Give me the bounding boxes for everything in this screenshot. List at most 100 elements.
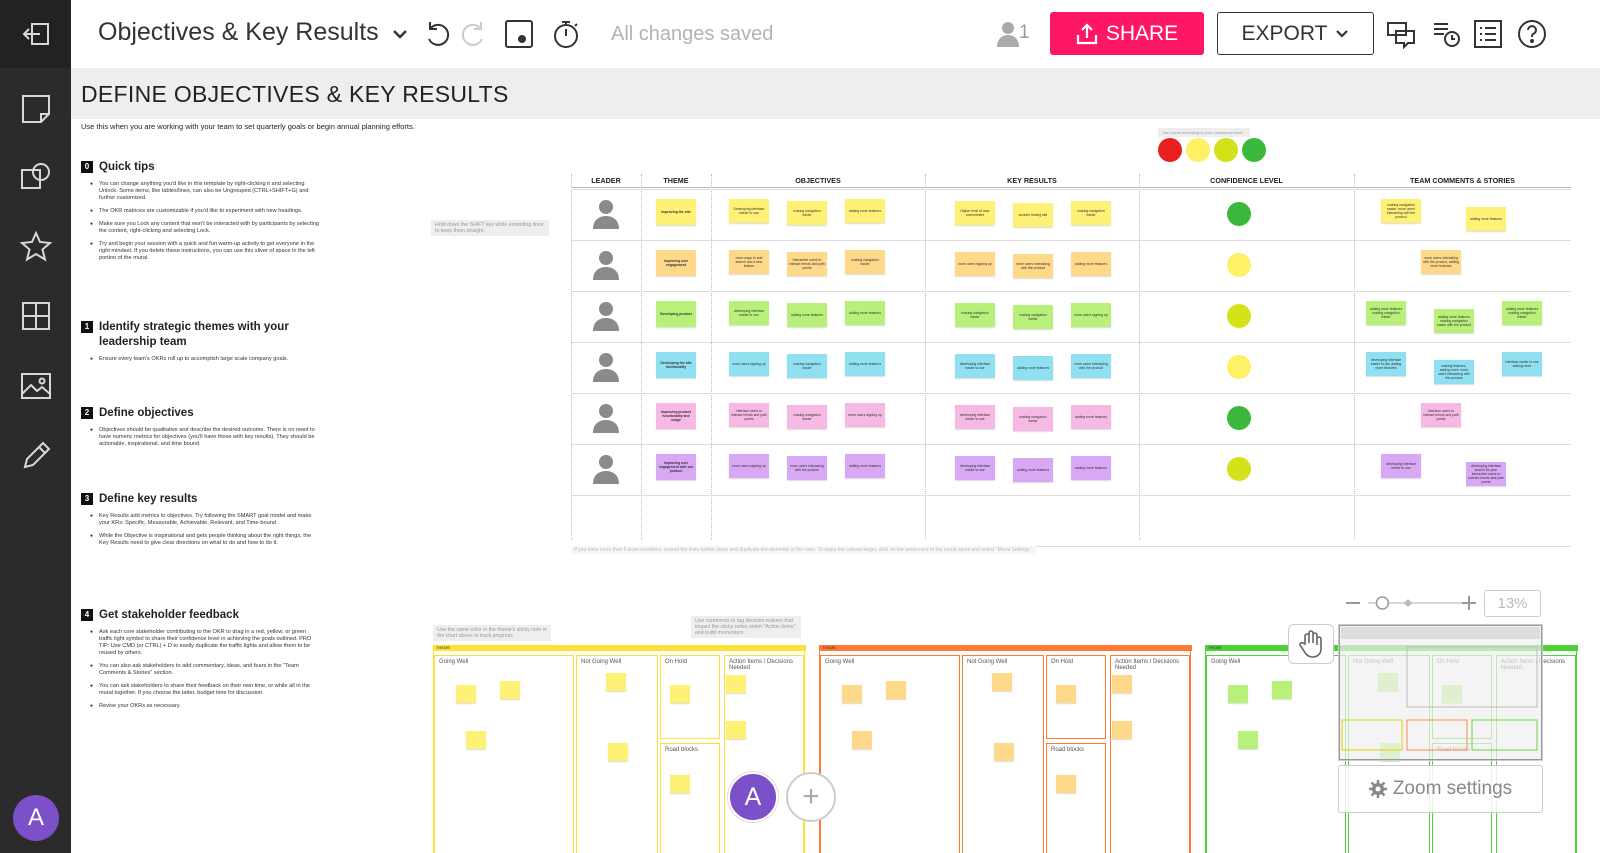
export-button[interactable]: EXPORT [1217,12,1374,55]
icons-tool[interactable] [14,225,58,269]
sticky-note-tool[interactable] [14,87,58,131]
retro-sticky[interactable] [670,775,690,793]
zoom-slider-track[interactable] [1346,588,1542,618]
retro-sticky[interactable] [1238,731,1258,749]
key-result-sticky[interactable]: adding more features [1071,405,1111,429]
exit-mural-button[interactable] [0,0,71,68]
minimap[interactable] [1338,624,1543,761]
timer-button[interactable] [549,17,583,51]
key-result-sticky[interactable]: developing interface easier to use [955,456,995,480]
comment-sticky[interactable]: developing interface search for your int… [1466,462,1506,486]
theme-sticky[interactable]: Improving user engagement with our produ… [656,454,696,480]
retro-sticky[interactable] [1112,721,1132,739]
objective-sticky[interactable]: adding more features [845,199,885,223]
comment-sticky[interactable]: making navigation easier, more users int… [1381,199,1421,223]
comment-sticky[interactable]: adding more features making navigation e… [1366,301,1406,325]
objective-sticky[interactable]: more ways to add search and a new featur… [729,250,769,274]
comment-sticky[interactable]: interface users to interact trends and p… [1421,403,1461,427]
objective-sticky[interactable]: making navigation easier [787,201,827,225]
retro-sticky[interactable] [456,685,476,703]
key-result-sticky[interactable]: more users signing up [1071,303,1111,327]
key-result-sticky[interactable]: making navigation easier [1013,305,1053,329]
retro-sticky[interactable] [500,681,520,699]
retro-sticky[interactable] [1272,681,1292,699]
comment-sticky[interactable]: making features, adding more, more users… [1434,360,1474,384]
confidence-light[interactable] [1227,253,1251,277]
pan-mode-button[interactable] [1288,624,1334,664]
chevron-down-icon[interactable] [392,28,408,40]
theme-sticky[interactable]: Improving user engagement [656,250,696,276]
activity-button[interactable] [1429,17,1463,51]
objective-sticky[interactable]: developing interface easier to use [729,301,769,325]
retro-sticky[interactable] [606,673,626,691]
confidence-light[interactable] [1227,355,1251,379]
key-result-sticky[interactable]: adding more features [1013,458,1053,482]
help-button[interactable] [1515,17,1549,51]
add-content-button[interactable]: + [786,772,836,822]
objective-sticky[interactable]: adding more features [845,301,885,325]
retro-sticky[interactable] [608,743,628,761]
outline-list-button[interactable] [1471,17,1505,51]
key-result-sticky[interactable]: adding more features [1013,356,1053,380]
objective-sticky[interactable]: adding more features [845,352,885,376]
key-result-sticky[interactable]: Higher level of user commitment [955,201,995,225]
objective-sticky[interactable]: adding more features [845,454,885,478]
zoom-settings-button[interactable]: Zoom settings [1338,765,1543,813]
comment-sticky[interactable]: developing interface easier to use addin… [1366,352,1406,376]
key-result-sticky[interactable]: making navigation easier [955,303,995,327]
outline-button[interactable] [502,17,536,51]
undo-button[interactable] [420,17,454,51]
comment-sticky[interactable]: adding more features [1466,207,1506,231]
objective-sticky[interactable]: making navigation easier [787,354,827,378]
frameworks-tool[interactable] [14,294,58,338]
retro-sticky[interactable] [726,721,746,739]
comment-sticky[interactable]: adding more features making navigation e… [1502,301,1542,325]
key-result-sticky[interactable]: making navigation easier [1071,201,1111,225]
retro-sticky[interactable] [842,685,862,703]
images-tool[interactable] [14,364,58,408]
key-result-sticky[interactable]: developing interface easier to use [955,405,995,429]
theme-sticky[interactable]: Improving the site [656,199,696,225]
comments-button[interactable] [1384,17,1418,51]
comment-sticky[interactable]: adding more features making navigation e… [1434,309,1474,333]
retro-sticky[interactable] [726,675,746,693]
board-title[interactable]: Objectives & Key Results [98,18,408,47]
objective-sticky[interactable]: making navigation easier [845,250,885,274]
traffic-light[interactable] [1214,138,1238,162]
key-result-sticky[interactable]: making navigation easier [1013,407,1053,431]
key-result-sticky[interactable]: adding more features [1071,456,1111,480]
user-avatar[interactable]: A [13,795,59,841]
retro-sticky[interactable] [994,743,1014,761]
retro-sticky[interactable] [670,685,690,703]
confidence-light[interactable] [1227,457,1251,481]
zoom-slider[interactable] [1346,588,1542,618]
retro-sticky[interactable] [1228,685,1248,703]
theme-sticky[interactable]: Developing product [656,301,696,327]
shapes-tool[interactable] [14,155,58,199]
traffic-light[interactable] [1242,138,1266,162]
objective-sticky[interactable]: Interface users to interact trends and p… [729,403,769,427]
collaborator-icon[interactable] [997,21,1019,47]
objective-sticky[interactable]: adding more features [787,303,827,327]
retro-sticky[interactable] [1056,685,1076,703]
key-result-sticky[interactable]: more users interacting with the product [1013,254,1053,278]
key-result-sticky[interactable]: adding more features [1071,252,1111,276]
retro-sticky[interactable] [1056,775,1076,793]
theme-sticky[interactable]: Developing the site functionality [656,352,696,378]
draw-tool[interactable] [14,434,58,478]
objective-sticky[interactable]: Developing interface easier to use [729,199,769,223]
objective-sticky[interactable]: more users signing up [845,403,885,427]
retro-sticky[interactable] [886,681,906,699]
mural-canvas[interactable]: DEFINE OBJECTIVES & KEY RESULTS Use this… [71,68,1600,853]
objective-sticky[interactable]: more users interacting with the product [787,456,827,480]
objective-sticky[interactable]: making navigation easier [787,405,827,429]
traffic-light[interactable] [1186,138,1210,162]
traffic-light[interactable] [1158,138,1182,162]
comment-sticky[interactable]: interface easier to use adding more [1502,352,1542,376]
retro-sticky[interactable] [852,731,872,749]
retro-sticky[interactable] [992,673,1012,691]
key-result-sticky[interactable]: more users interacting with the product [1071,354,1111,378]
zoom-percent[interactable]: 13% [1484,590,1541,617]
presence-avatar[interactable]: A [728,772,778,822]
objective-sticky[interactable]: more users signing up [729,454,769,478]
